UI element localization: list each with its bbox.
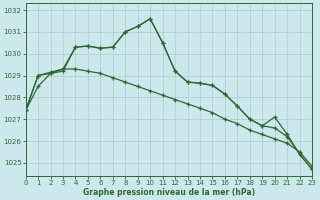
X-axis label: Graphe pression niveau de la mer (hPa): Graphe pression niveau de la mer (hPa) xyxy=(83,188,255,197)
